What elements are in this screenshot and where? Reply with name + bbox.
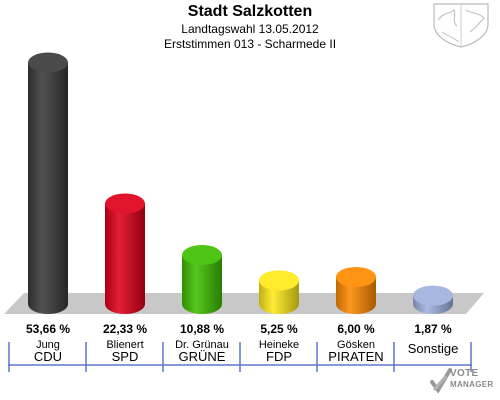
party-label: FDP (266, 349, 292, 364)
party-label: Sonstige (408, 341, 459, 356)
bar-top-fdp (259, 270, 299, 291)
party-label: PIRATEN (328, 349, 383, 364)
value-label: 53,66 % (26, 322, 70, 336)
bar-cdu (28, 62, 68, 314)
value-label: 22,33 % (103, 322, 147, 336)
logo-text-manager: MANAGER (450, 380, 494, 389)
value-label: 6,00 % (337, 322, 375, 336)
bar-piraten (336, 277, 376, 314)
value-label: 5,25 % (260, 322, 298, 336)
coat-of-arms-icon (433, 3, 489, 48)
ballot-check-icon (430, 368, 452, 394)
bar-top-spd (105, 193, 145, 214)
candidate-label: Dr. Grünau (175, 339, 229, 351)
bar-spd (105, 203, 145, 314)
bar-grüne (182, 255, 222, 314)
party-label: SPD (112, 349, 139, 364)
candidate-label: Blienert (106, 339, 143, 351)
chart-subtitle-district: Erststimmen 013 - Scharmede II (163, 37, 337, 51)
votemanager-logo: VOTE MANAGER (430, 364, 498, 398)
value-label: 1,87 % (414, 322, 452, 336)
candidate-label: Gösken (337, 339, 375, 351)
chart-title: Stadt Salzkotten (187, 3, 313, 20)
party-label: GRÜNE (179, 349, 226, 364)
bar-top-cdu (28, 52, 68, 73)
party-label: CDU (34, 349, 62, 364)
bar-top-grüne (182, 245, 222, 266)
bar-top-sonstige (413, 285, 453, 306)
candidate-label: Jung (36, 339, 60, 351)
bar-top-piraten (336, 267, 376, 287)
logo-text-vote: VOTE (450, 368, 479, 379)
chart-floor (4, 293, 484, 314)
candidate-label: Heineke (259, 339, 299, 351)
chart-subtitle-election: Landtagswahl 13.05.2012 (181, 22, 319, 36)
value-label: 10,88 % (180, 322, 224, 336)
